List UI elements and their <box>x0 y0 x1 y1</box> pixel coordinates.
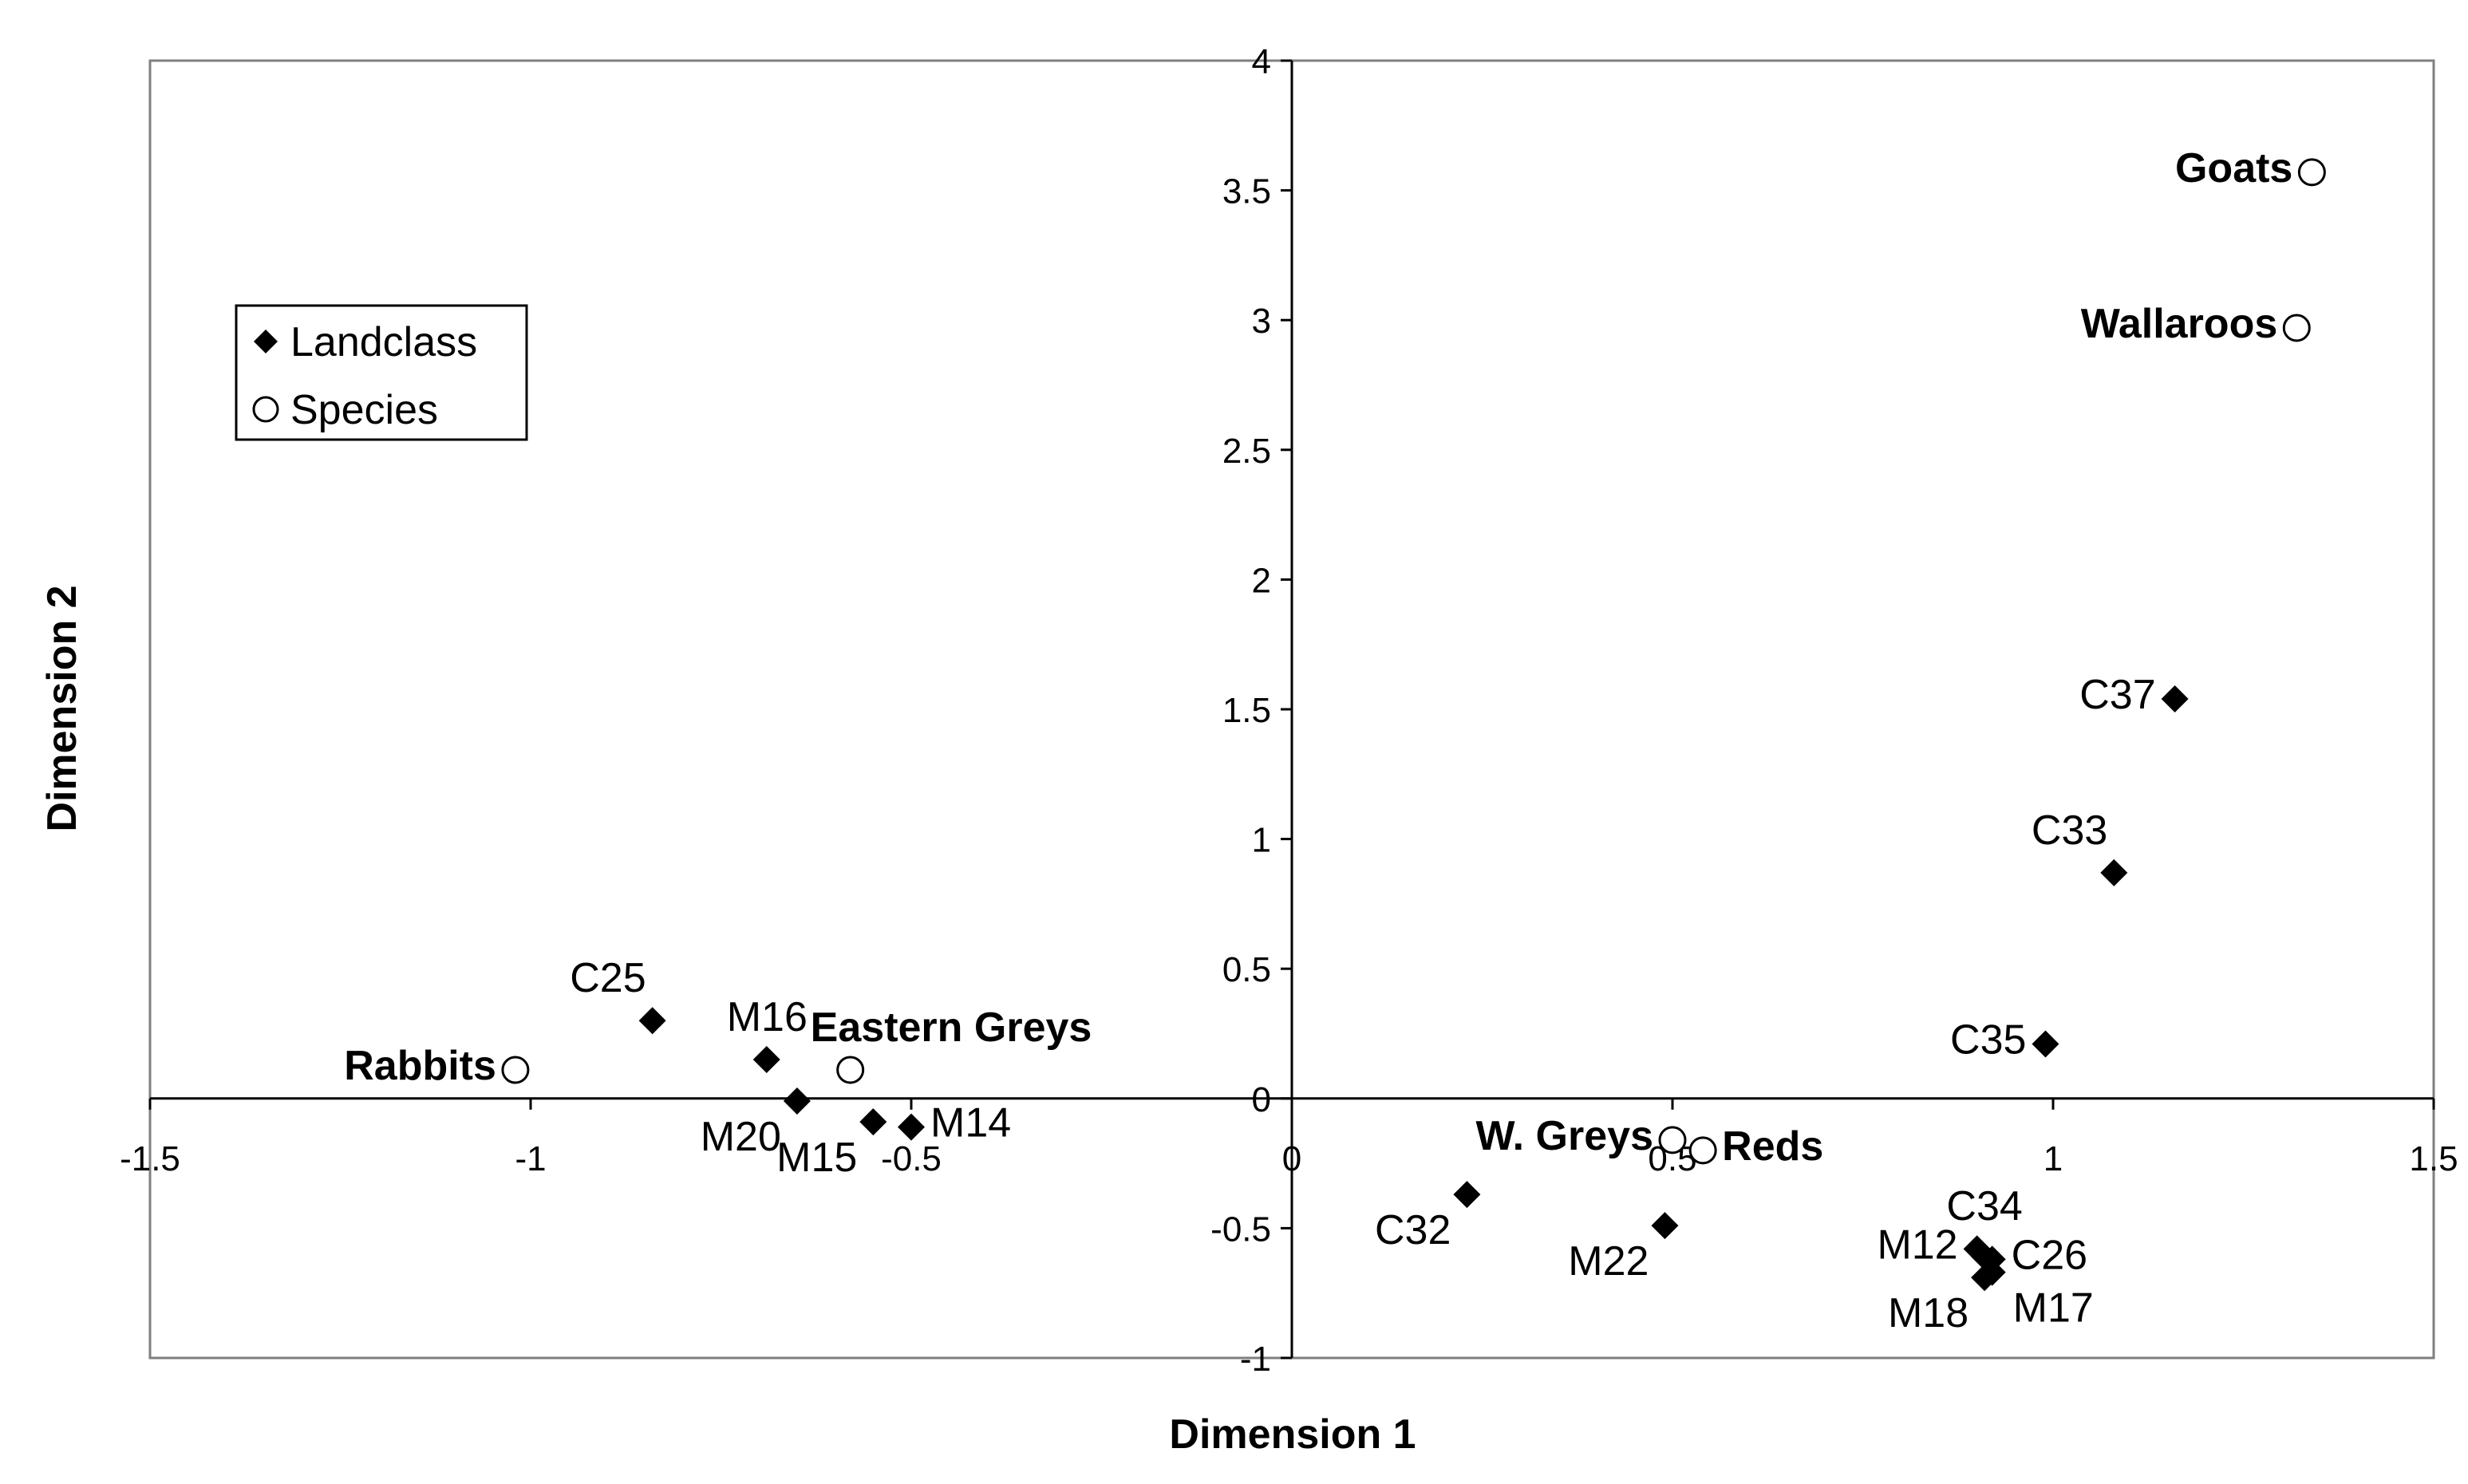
landclass-point <box>1978 1258 2006 1286</box>
landclass-point <box>1453 1181 1481 1209</box>
y-tick-label: 1.5 <box>1222 691 1271 730</box>
point-label: C35 <box>1950 1017 2026 1064</box>
point-label: Wallaroos <box>2081 301 2278 347</box>
point-label: Goats <box>2175 145 2292 191</box>
legend-landclass-label: Landclass <box>290 319 477 365</box>
x-tick-label: -0.5 <box>881 1139 942 1178</box>
landclass-point <box>752 1046 780 1074</box>
legend-species-label: Species <box>290 387 438 433</box>
species-point <box>1688 1136 1717 1165</box>
point-label: M17 <box>2013 1285 2094 1332</box>
species-point <box>836 1056 865 1084</box>
point-label: M14 <box>930 1100 1011 1147</box>
landclass-point <box>2100 858 2128 886</box>
point-label: C37 <box>2079 672 2155 718</box>
species-point <box>2297 158 2326 187</box>
landclass-point <box>1651 1212 1679 1240</box>
landclass-point <box>2032 1030 2059 1058</box>
point-label: M15 <box>776 1135 857 1181</box>
landclass-point <box>898 1113 925 1141</box>
y-tick-label: 2.5 <box>1222 432 1271 471</box>
x-axis-title: Dimension 1 <box>1169 1411 1416 1458</box>
y-tick-label: 3 <box>1252 302 1271 341</box>
landclass-point <box>638 1007 666 1035</box>
data-marks <box>501 158 2326 1292</box>
point-label: W. Greys <box>1475 1113 1653 1159</box>
point-label: C26 <box>2012 1232 2087 1278</box>
y-tick-label: 2 <box>1252 561 1271 600</box>
species-point <box>1658 1126 1687 1154</box>
point-label: C32 <box>1375 1207 1451 1253</box>
y-tick-label: 4 <box>1252 42 1271 81</box>
x-tick-label: -1.5 <box>120 1139 180 1178</box>
x-tick-label: -1 <box>515 1139 546 1178</box>
y-tick-label: 1 <box>1252 821 1271 860</box>
axes: -1.5 -1 -0.5 0 0.5 1 1.5-1-0.500.511.522.533.5… <box>120 42 2458 1379</box>
point-label: Rabbits <box>344 1043 496 1089</box>
y-tick-label: 0 <box>1252 1080 1271 1119</box>
point-label: Eastern Greys <box>811 1004 1092 1051</box>
point-label: M22 <box>1568 1238 1649 1285</box>
legend-box <box>235 304 528 441</box>
point-label: C33 <box>2032 807 2107 854</box>
point-label: M16 <box>727 994 808 1040</box>
point-label: M20 <box>701 1114 781 1160</box>
x-tick-label: 1.5 <box>2409 1139 2458 1178</box>
point-label: M18 <box>1888 1290 1968 1336</box>
y-tick-label: 3.5 <box>1222 172 1271 211</box>
y-tick-label: -0.5 <box>1210 1210 1271 1249</box>
landclass-point <box>783 1087 811 1115</box>
legend-species-marker <box>252 396 279 423</box>
x-tick-label: 1 <box>2044 1139 2063 1178</box>
point-label: Reds <box>1722 1123 1823 1170</box>
point-label: C34 <box>1946 1183 2022 1229</box>
landclass-point <box>859 1108 887 1136</box>
point-label: C25 <box>570 955 646 1001</box>
y-axis-title: Dimension 2 <box>39 585 85 831</box>
species-point <box>2282 314 2311 342</box>
legend-landclass-marker <box>254 330 278 353</box>
species-point <box>501 1056 530 1084</box>
point-label: M12 <box>1877 1222 1957 1268</box>
y-tick-label: 0.5 <box>1222 950 1271 989</box>
x-tick-label: 0 <box>1282 1139 1301 1178</box>
landclass-point <box>2161 685 2189 712</box>
legend: Landclass Species <box>235 304 528 441</box>
y-tick-label: -1 <box>1240 1340 1271 1379</box>
